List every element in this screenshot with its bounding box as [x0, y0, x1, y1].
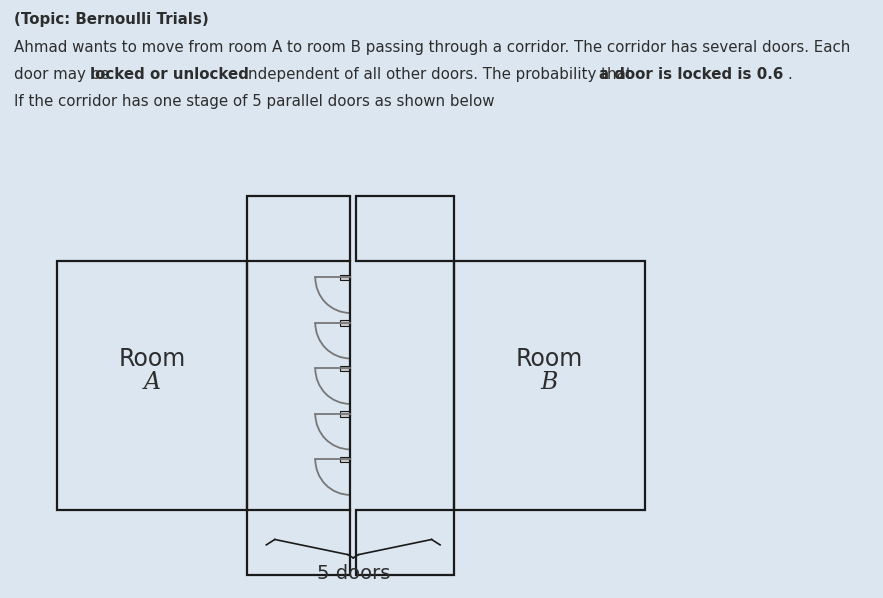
Text: 5 doors: 5 doors — [316, 565, 390, 584]
Bar — [247, 510, 350, 575]
Bar — [341, 411, 350, 417]
Text: Room: Room — [118, 347, 185, 371]
Text: If the corridor has one stage of 5 parallel doors as shown below: If the corridor has one stage of 5 paral… — [14, 94, 494, 109]
Bar — [341, 321, 350, 326]
Bar — [57, 261, 247, 510]
Text: Ahmad wants to move from room A to room B passing through a corridor. The corrid: Ahmad wants to move from room A to room … — [14, 40, 850, 55]
Text: A: A — [143, 371, 161, 394]
Bar — [247, 196, 350, 261]
Text: Room: Room — [516, 347, 583, 371]
Text: .: . — [787, 67, 792, 82]
Text: B: B — [540, 371, 558, 394]
Bar — [357, 196, 454, 261]
Text: door may be: door may be — [14, 67, 114, 82]
Text: locked or unlocked: locked or unlocked — [90, 67, 249, 82]
Text: a door is locked is 0.6: a door is locked is 0.6 — [599, 67, 783, 82]
Bar — [341, 274, 350, 280]
Bar — [357, 510, 454, 575]
Text: independent of all other doors. The probability that: independent of all other doors. The prob… — [239, 67, 637, 82]
Bar — [341, 366, 350, 371]
Bar — [454, 261, 645, 510]
Bar — [341, 457, 350, 462]
Text: (Topic: Bernoulli Trials): (Topic: Bernoulli Trials) — [14, 12, 208, 27]
